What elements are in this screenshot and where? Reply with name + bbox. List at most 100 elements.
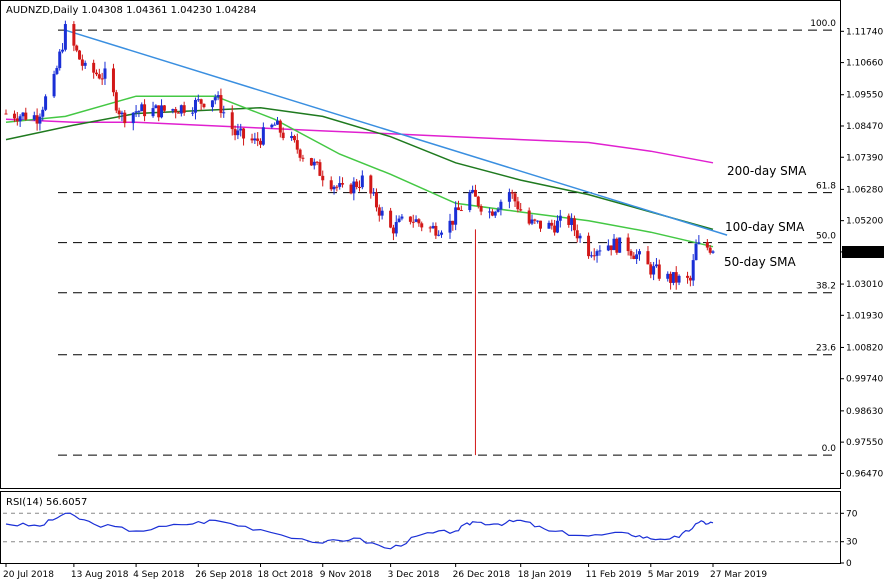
candle-body (615, 238, 619, 253)
candle-body (408, 216, 412, 222)
candle-body (705, 242, 709, 248)
candle-body (182, 105, 186, 113)
candle-body (471, 189, 475, 193)
candle-body (417, 219, 421, 224)
candle-body (493, 211, 497, 216)
candle-body (397, 218, 401, 222)
sma100-label: 100-day SMA (725, 220, 805, 234)
price-tick-label: 1.01930 (846, 311, 883, 321)
rsi-panel-frame (0, 491, 841, 564)
fib-level-label: 100.0 (810, 19, 836, 29)
candle-body (513, 193, 517, 202)
main-panel-frame (0, 0, 841, 489)
rsi-indicator: 70 30 0 (3, 509, 858, 569)
candle-body (41, 109, 45, 117)
candle-body (609, 245, 613, 251)
candle-body (536, 220, 540, 222)
candle-body (318, 162, 322, 176)
candle-body (290, 135, 294, 139)
candle-body (626, 237, 630, 252)
rsi-tick-label: 30 (846, 538, 858, 548)
candle-body (100, 78, 104, 80)
candle-body (553, 225, 557, 233)
price-tick-label: 1.06280 (846, 185, 883, 195)
candle-body (377, 207, 381, 216)
candle-body (391, 227, 395, 234)
candle-body (369, 175, 373, 194)
candle-body (499, 201, 503, 210)
candle-body (230, 112, 234, 130)
candle-body (275, 120, 279, 125)
candle-body (711, 251, 715, 253)
candle-body (592, 255, 596, 257)
candle-body (428, 227, 432, 229)
candle-body (349, 184, 353, 194)
candle-body (83, 62, 87, 66)
candle-body (35, 115, 39, 124)
time-tick-label: 18 Jan 2019 (518, 570, 572, 580)
candle-body (117, 110, 121, 115)
candle-body (111, 68, 115, 93)
candle-body (550, 222, 554, 226)
price-tick-label: 0.96470 (846, 469, 883, 479)
candle-body (476, 196, 480, 207)
candle-body (179, 105, 183, 114)
fib-level-label: 50.0 (816, 232, 836, 242)
candle-body (677, 275, 681, 283)
candle-body (530, 219, 534, 224)
candle-body (52, 73, 56, 97)
candle-body (196, 99, 200, 101)
time-tick-label: 5 Mar 2019 (648, 570, 700, 580)
candle-body (301, 157, 305, 159)
candle-body (171, 109, 175, 111)
price-tick-label: 0.98630 (846, 407, 883, 417)
price-tick-label: 1.07390 (846, 153, 883, 163)
candle-body (652, 266, 656, 275)
candle-body (242, 128, 246, 139)
candle-body (527, 210, 531, 224)
fib-level-label: 23.6 (816, 344, 836, 354)
candle-body (558, 215, 562, 221)
candle-body (434, 225, 438, 236)
time-tick-label: 18 Oct 2018 (258, 570, 314, 580)
price-tick-label: 1.03010 (846, 280, 883, 290)
candle-body (219, 95, 223, 113)
candle-body (131, 112, 135, 124)
candle-body (174, 109, 178, 113)
candle-body (637, 251, 641, 255)
candle-body (281, 132, 285, 139)
current-price-box (842, 246, 884, 258)
candle-body (157, 105, 161, 118)
candle-body (160, 105, 164, 118)
candle-body (341, 183, 345, 185)
candle-body (686, 275, 690, 278)
candle-body (202, 103, 206, 108)
price-tick-label: 1.10660 (846, 59, 883, 69)
candle-body (92, 62, 96, 73)
candle-body (38, 116, 42, 124)
candle-body (355, 181, 359, 187)
time-tick-label: 27 Mar 2019 (710, 570, 767, 580)
candlesticks (4, 20, 715, 456)
candle-body (688, 277, 692, 281)
rsi-tick-label: 70 (846, 509, 858, 519)
candle-body (143, 104, 147, 117)
time-axis: 20 Jul 2018 13 Aug 2018 4 Sep 2018 26 Sep 2… (3, 563, 767, 580)
candle-body (589, 255, 593, 257)
candle-body (374, 192, 378, 208)
candle-body (697, 242, 701, 244)
price-tick-label: 1.00820 (846, 343, 883, 353)
time-tick-label: 9 Nov 2018 (320, 570, 372, 580)
candle-body (338, 183, 342, 187)
candle-body (55, 68, 59, 74)
candle-body (162, 105, 166, 111)
candle-body (479, 206, 483, 212)
candle-body (578, 235, 582, 239)
candle-body (666, 273, 670, 279)
candle-body (80, 59, 84, 66)
candle-body (448, 220, 452, 233)
candle-body (114, 92, 118, 111)
candle-body (394, 221, 398, 234)
candle-body (15, 118, 19, 122)
